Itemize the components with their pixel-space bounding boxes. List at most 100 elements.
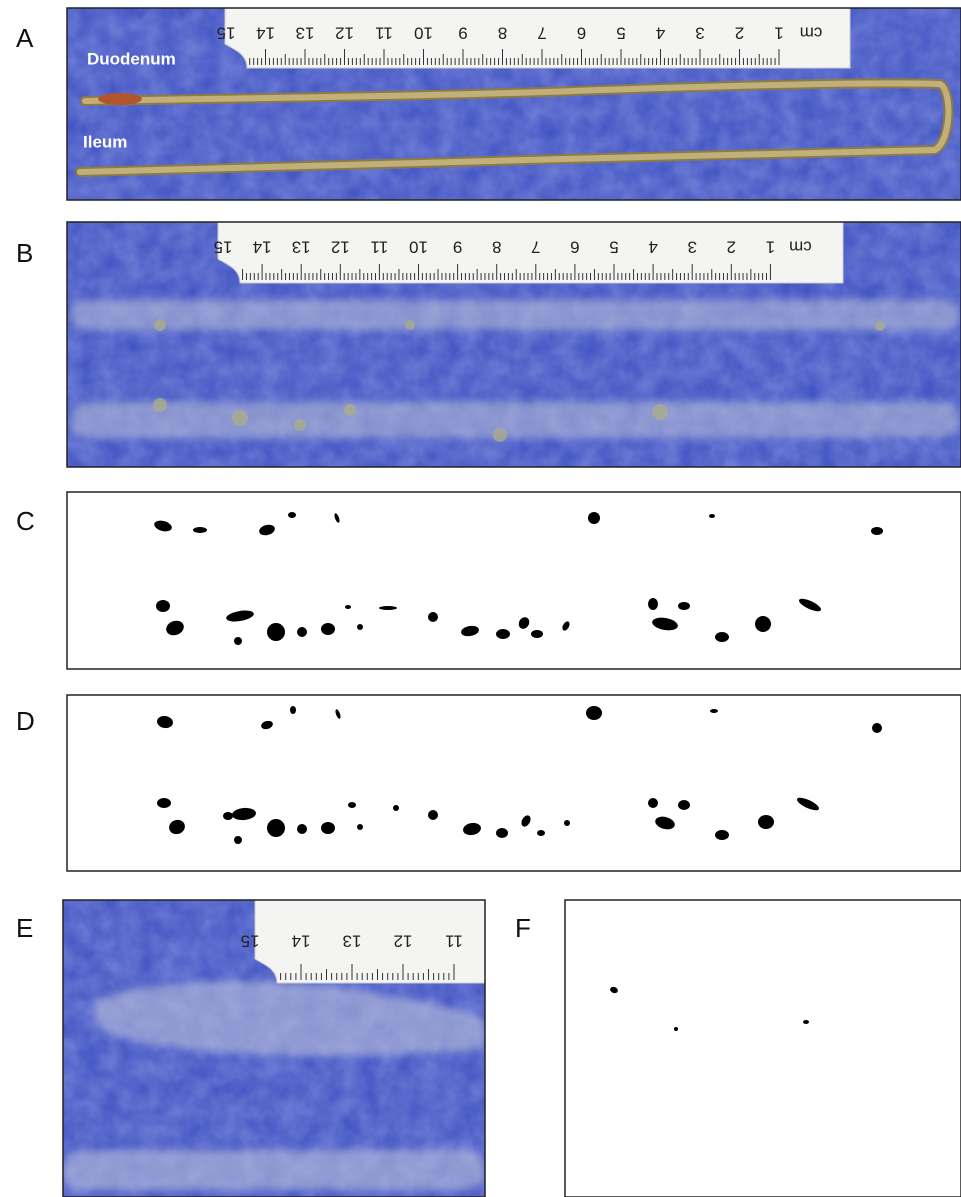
blob <box>288 512 296 518</box>
blob <box>588 512 600 524</box>
blob <box>321 623 335 635</box>
blob <box>428 612 438 622</box>
blob <box>803 1020 809 1024</box>
ruler-label: 10 <box>409 238 428 257</box>
ruler-label: 9 <box>453 238 462 257</box>
ruler-label: 12 <box>331 238 350 257</box>
panel-frame <box>67 695 961 871</box>
blob <box>156 600 170 612</box>
ruler-label: 11 <box>445 932 463 951</box>
ruler-label: 6 <box>577 24 586 43</box>
ruler-label: 14 <box>292 932 311 951</box>
blob <box>496 828 508 838</box>
blob <box>428 810 438 820</box>
ruler-label: cm <box>800 24 823 43</box>
ruler-label: 11 <box>375 24 393 43</box>
blob <box>715 830 729 840</box>
blob <box>234 637 242 645</box>
ruler-label: 14 <box>253 238 272 257</box>
blob <box>648 798 658 808</box>
blob <box>678 800 690 810</box>
blob <box>710 709 718 713</box>
blob <box>715 632 729 642</box>
panel-frame <box>565 900 961 1197</box>
ruler: 15 14 13 12 11 10 9 8 7 6 5 4 3 2 1 cm <box>214 222 843 283</box>
blob <box>297 824 307 834</box>
ruler-label: 13 <box>292 238 311 257</box>
blob <box>871 527 883 535</box>
ruler-label: cm <box>789 238 812 257</box>
ruler-label: 15 <box>214 238 233 257</box>
ruler-label: 12 <box>394 932 413 951</box>
blob <box>267 819 285 837</box>
ruler-label: 9 <box>458 24 467 43</box>
photo-a: 15 14 13 12 11 10 9 8 7 6 5 4 3 2 1 cm <box>67 8 961 200</box>
blob <box>393 805 399 811</box>
panel-label: B <box>16 238 33 268</box>
ruler-body <box>218 222 843 283</box>
ruler-label: 6 <box>570 238 579 257</box>
photo-e: 15 14 13 12 11 <box>63 900 500 1197</box>
blob <box>537 830 545 836</box>
ruler-label: 1 <box>766 238 775 257</box>
ruler-label: 13 <box>296 24 315 43</box>
ruler-label: 8 <box>492 238 501 257</box>
blob <box>709 514 715 518</box>
panel-frame <box>67 492 961 669</box>
blob <box>348 802 356 808</box>
ruler: 15 14 13 12 11 10 9 8 7 6 5 4 3 2 1 cm <box>217 8 850 68</box>
ruler-label: 10 <box>414 24 433 43</box>
ruler-label: 3 <box>687 238 696 257</box>
blob <box>674 1027 678 1031</box>
blob <box>297 627 307 637</box>
blob <box>193 527 207 533</box>
ruler-label: 3 <box>695 24 704 43</box>
ruler-label: 15 <box>217 24 236 43</box>
blob <box>564 820 570 826</box>
annotation: Duodenum <box>87 49 176 68</box>
blob <box>290 706 296 714</box>
ruler-label: 15 <box>241 932 260 951</box>
figure: 151413121110987654321cm A Duodenum Ileum… <box>0 0 961 1197</box>
panel-label: A <box>16 23 34 53</box>
ruler-label: 7 <box>537 24 546 43</box>
blob <box>872 723 882 733</box>
page: {"panels": [ {"label": "A", "ruler": ["1… <box>0 0 961 1197</box>
ruler-label: 4 <box>656 24 665 43</box>
blob <box>678 602 690 610</box>
ruler-label: 12 <box>335 24 354 43</box>
ruler-label: 2 <box>735 24 744 43</box>
blob <box>157 798 171 808</box>
ruler-label: 5 <box>616 24 625 43</box>
blob <box>496 629 510 639</box>
panel-label: F <box>515 913 531 943</box>
blob <box>357 824 363 830</box>
blob <box>223 812 233 820</box>
blob <box>321 822 335 834</box>
ruler-label: 11 <box>371 238 389 257</box>
ruler-label: 7 <box>531 238 540 257</box>
blob <box>267 623 285 641</box>
blob <box>758 815 774 829</box>
annotation: Ileum <box>83 132 127 151</box>
blob <box>357 624 363 630</box>
ruler-label: 13 <box>343 932 362 951</box>
blob <box>586 706 602 720</box>
blob <box>755 616 771 632</box>
ruler: 15 14 13 12 11 <box>241 900 500 983</box>
panel-label: D <box>16 706 35 736</box>
blob <box>234 836 242 844</box>
ruler-label: 4 <box>648 238 657 257</box>
ruler-label: 5 <box>609 238 618 257</box>
blob <box>531 630 543 638</box>
ruler-label: 1 <box>774 24 783 43</box>
ruler-label: 8 <box>498 24 507 43</box>
blob <box>648 598 658 610</box>
photo-b: 15 14 13 12 11 10 9 8 7 6 5 4 3 2 1 cm <box>67 222 961 467</box>
panel-label: E <box>16 913 33 943</box>
ruler-label: 2 <box>727 238 736 257</box>
ruler-label: 14 <box>256 24 275 43</box>
panel-label: C <box>16 506 35 536</box>
blob <box>345 605 351 609</box>
blob <box>379 606 397 610</box>
